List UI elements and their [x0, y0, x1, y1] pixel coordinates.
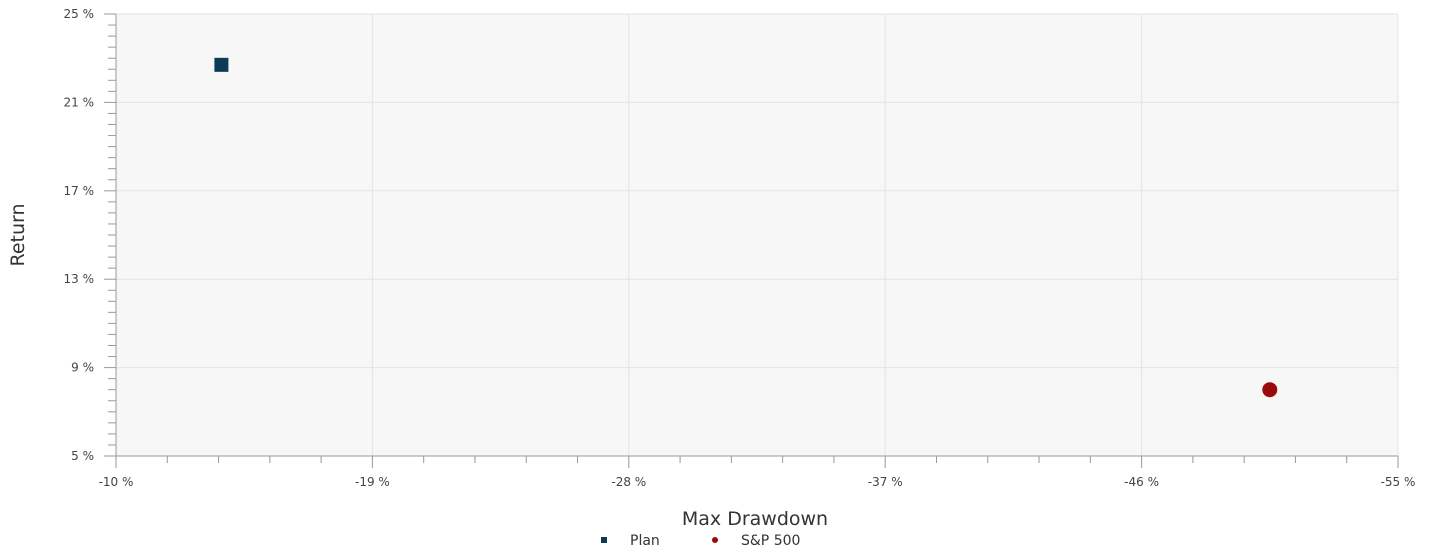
grid-lines [116, 13, 1399, 456]
y-tick-label: 5 % [71, 449, 94, 463]
y-tick-label: 9 % [71, 361, 94, 375]
x-tick-label: -19 % [355, 475, 390, 489]
legend-marker [601, 537, 607, 543]
data-points [214, 57, 1278, 398]
x-tick-label: -55 % [1381, 475, 1416, 489]
y-tick-label: 13 % [64, 272, 95, 286]
data-point-plan[interactable] [214, 57, 229, 72]
y-tick-label: 25 % [64, 7, 95, 21]
data-point-s-p-500[interactable] [1262, 382, 1278, 398]
y-axis-title: Return [7, 203, 29, 266]
legend-label[interactable]: Plan [630, 533, 660, 549]
x-tick-label: -10 % [99, 475, 134, 489]
legend-marker [712, 537, 718, 543]
legend-label[interactable]: S&P 500 [741, 533, 800, 549]
tick-labels: -10 % -19 % -28 % -37 % -46 % -55 % 25 % 21 % 17… [64, 7, 1416, 489]
x-tick-label: -28 % [611, 475, 646, 489]
plot-area [116, 14, 1398, 456]
x-tick-label: -37 % [868, 475, 903, 489]
axes [104, 13, 1399, 468]
legend: Plan S&P 500 [601, 533, 800, 549]
y-tick-label: 17 % [64, 184, 95, 198]
x-tick-label: -46 % [1124, 475, 1159, 489]
y-tick-label: 21 % [64, 95, 95, 109]
x-axis-title: Max Drawdown [682, 508, 828, 530]
